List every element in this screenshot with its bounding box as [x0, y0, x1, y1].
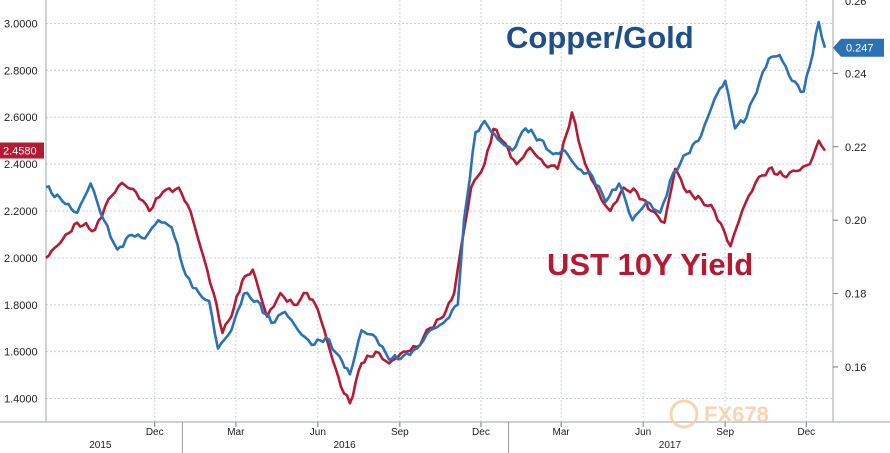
annotation-copper-gold: Copper/Gold [506, 20, 694, 55]
left-tick-label: 2.6000 [4, 112, 38, 124]
last-value-badge-right [833, 38, 884, 57]
x-tick-label: Dec [797, 427, 815, 438]
left-tick-label: 2.4000 [4, 159, 38, 171]
watermark-logo: FX678 [669, 399, 769, 429]
year-label: 2016 [333, 440, 356, 451]
x-tick-label: Dec [472, 427, 490, 438]
grid [46, 0, 833, 422]
left-tick-label: 2.0000 [4, 253, 38, 265]
x-tick-label: Mar [227, 427, 245, 438]
x-tick-label: Sep [391, 427, 409, 438]
x-tick-label: Jun [310, 427, 326, 438]
series-line-copper-gold [45, 20, 827, 376]
left-tick-label: 1.8000 [4, 300, 38, 312]
watermark-logo-icon [669, 399, 699, 429]
right-tick-label: 0.18 [845, 289, 866, 301]
right-tick-label: 0.22 [845, 142, 866, 154]
left-tick-label: 1.6000 [4, 347, 38, 359]
left-tick-label: 2.2000 [4, 206, 38, 218]
series-line-ust-10y-yield [45, 111, 827, 405]
right-tick-label-partial: 0.26 [845, 0, 866, 8]
right-tick-label: 0.16 [845, 362, 866, 374]
left-tick-label: 2.8000 [4, 65, 38, 77]
x-tick-label: Jun [635, 427, 651, 438]
x-tick-label: Sep [716, 427, 734, 438]
watermark: FX678 [669, 399, 769, 429]
x-tick-label: Dec [146, 427, 164, 438]
left-tick-label: 3.0000 [4, 18, 38, 30]
last-value-label-right: 0.247 [846, 43, 874, 55]
right-tick-label: 0.24 [845, 68, 866, 80]
last-value-label-left: 2.4580 [3, 146, 37, 158]
last-value-badge-left [0, 142, 44, 159]
watermark-text: FX678 [704, 402, 769, 427]
annotation-ust-10y-yield: UST 10Y Yield [547, 247, 753, 282]
chart-annotations: Copper/Gold UST 10Y Yield [506, 20, 753, 282]
series-lines [45, 20, 827, 405]
left-tick-label: 1.4000 [4, 394, 38, 406]
year-label: 2017 [659, 440, 682, 451]
year-label: 2015 [89, 440, 112, 451]
x-tick-label: Mar [553, 427, 571, 438]
right-tick-label: 0.20 [845, 215, 866, 227]
